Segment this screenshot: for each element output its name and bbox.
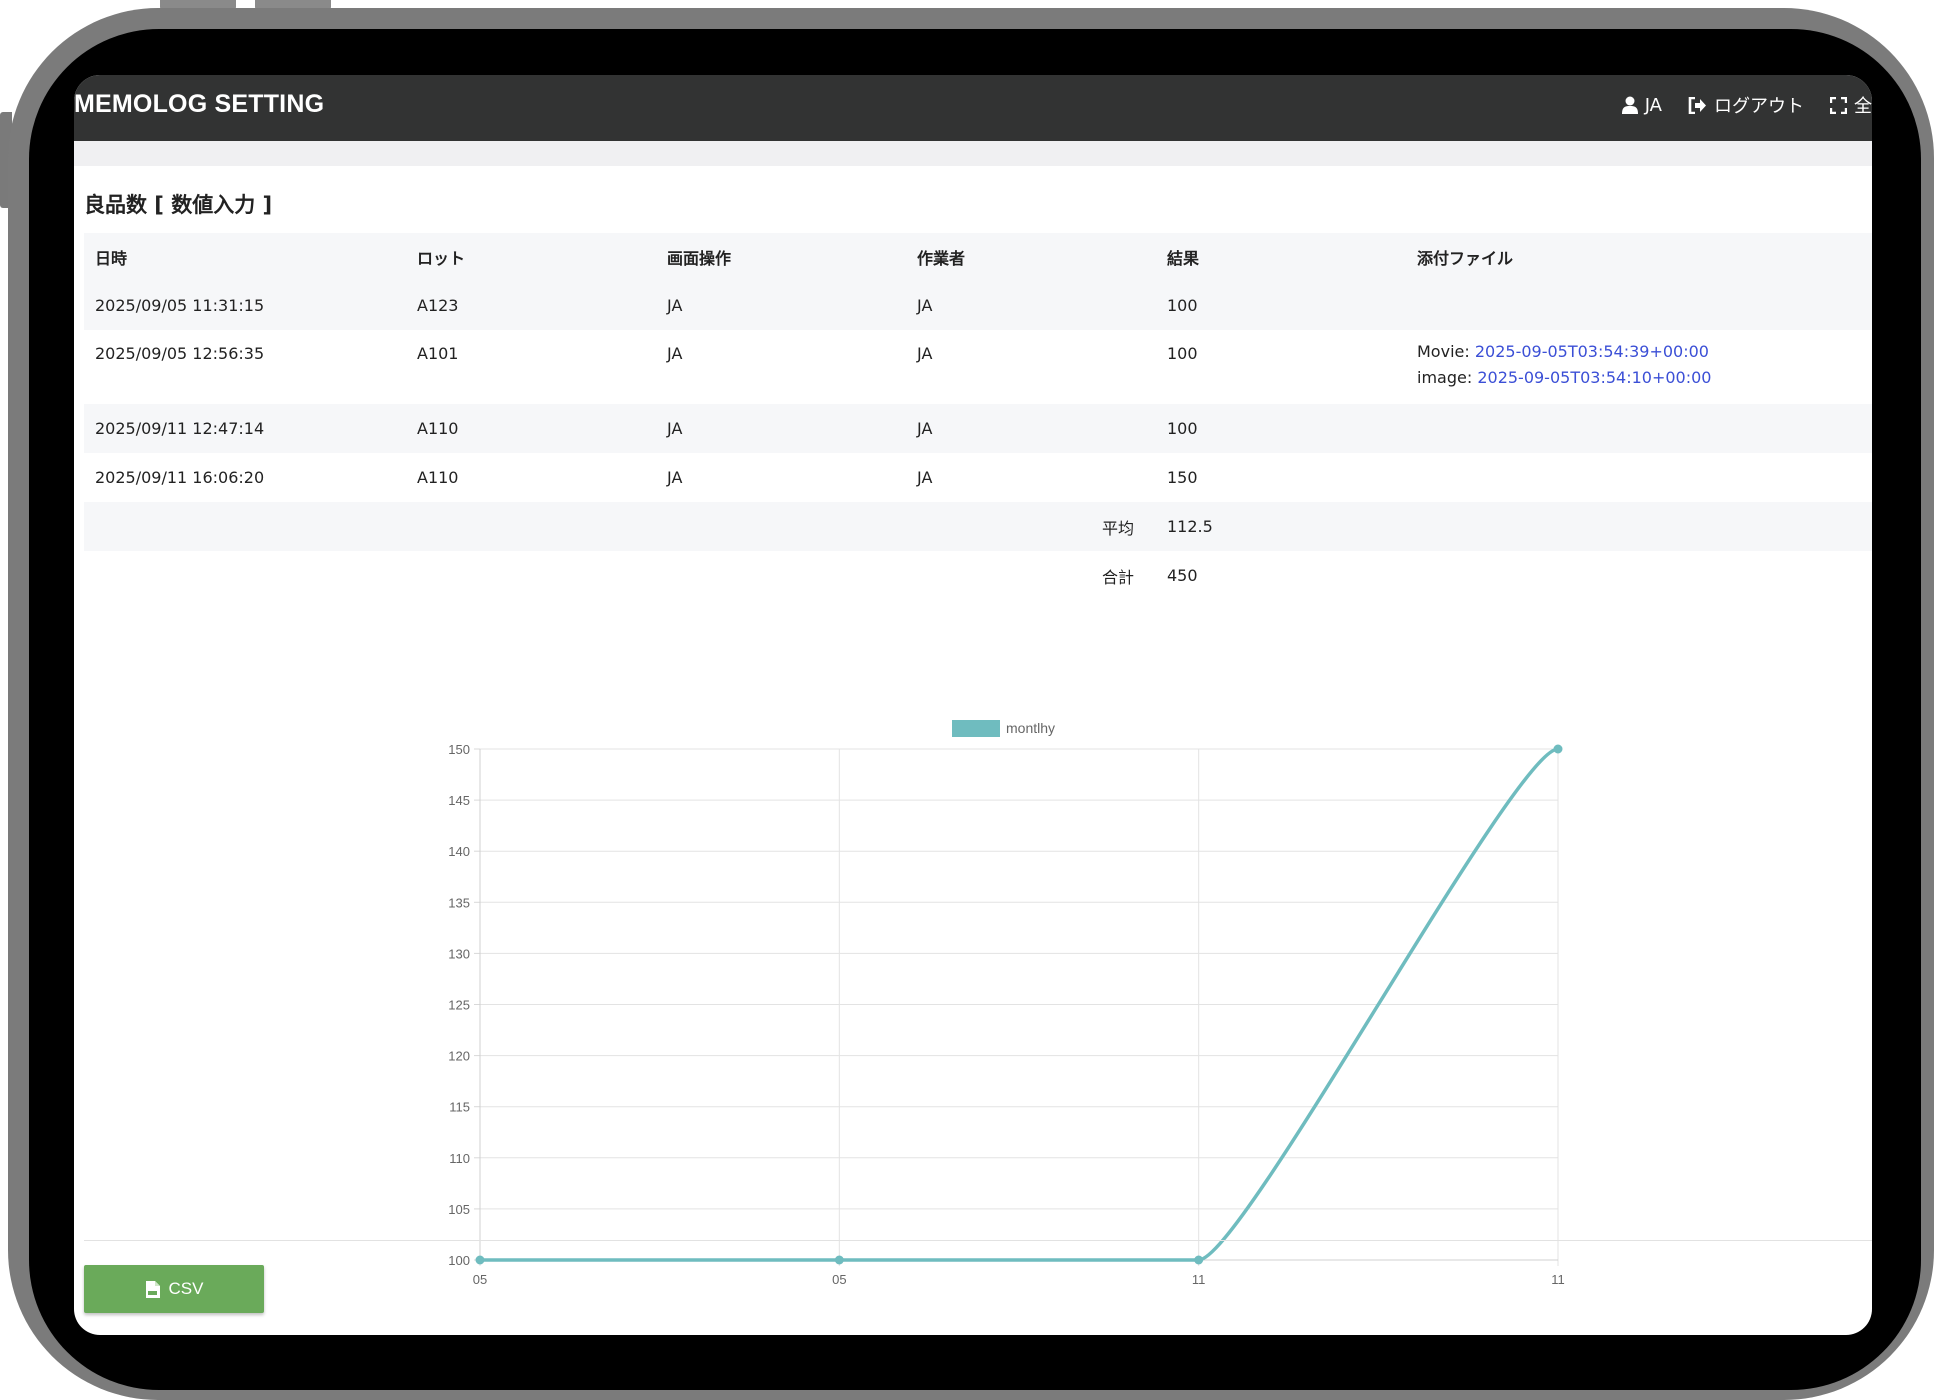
y-tick-label: 130 [448,946,470,961]
attachment-image: image: 2025-09-05T03:54:10+00:00 [1417,365,1872,391]
y-tick-label: 150 [448,742,470,757]
cell-datetime: 2025/09/11 12:47:14 [84,404,406,453]
cell-worker: JA [906,404,1156,453]
legend-swatch [952,720,1000,737]
sign-out-icon [1688,96,1706,114]
cell-attachments [1406,404,1872,453]
col-lot[interactable]: ロット [406,233,656,281]
x-tick-label: 11 [1551,1272,1565,1287]
y-tick-label: 120 [448,1049,470,1064]
cell-lot: A123 [406,281,656,330]
chart-container: 100 105 110 115 120 125 130 135 140 145 150 05 05 11 1… [74,635,1872,1305]
csv-export-button[interactable]: CSV [84,1265,264,1313]
cell-lot: A110 [406,404,656,453]
col-worker[interactable]: 作業者 [906,233,1156,281]
cell-lot: A110 [417,468,459,487]
series-line-montlhy [480,747,1559,1262]
y-tick-label: 140 [448,844,470,859]
y-tick-label: 100 [448,1253,470,1268]
page-title: 良品数 [ 数値入力 ] [84,193,273,217]
file-csv-icon [145,1280,160,1298]
y-tick-label: 110 [449,1151,470,1166]
table-row: 2025/09/11 12:47:14 A110 JA JA 100 [84,404,1872,453]
attachment-prefix: image: [1417,368,1473,387]
expand-icon [1830,96,1847,114]
col-datetime[interactable]: 日時 [84,233,406,281]
data-point [475,1255,485,1265]
summary-label: 平均 [84,502,1156,551]
table-row: 2025/09/05 11:31:15 A123 JA JA 100 [84,281,1872,330]
cell-worker: JA [917,344,933,363]
top-navbar: MEMOLOG SETTING JA ログアウト 全 [74,75,1872,141]
cell-datetime: 2025/09/11 16:06:20 [95,468,265,487]
cell-operation: JA [656,281,906,330]
col-attachments[interactable]: 添付ファイル [1406,233,1872,281]
table-row: 2025/09/05 12:56:35 A101 JA JA 100 Movie… [84,330,1872,404]
y-tick-label: 135 [448,895,470,910]
data-point [1553,744,1563,754]
cell-datetime: 2025/09/05 12:56:35 [95,344,265,363]
cell-datetime: 2025/09/05 11:31:15 [84,281,406,330]
attachment-prefix: Movie: [1417,342,1470,361]
fullscreen-label: 全 [1854,96,1872,117]
results-table: 日時 ロット 画面操作 作業者 結果 添付ファイル 2025/09/05 11:… [84,233,1872,600]
csv-label: CSV [168,1279,204,1298]
data-point [834,1255,844,1265]
cell-result: 100 [1156,404,1406,453]
x-tick-label: 05 [832,1272,846,1287]
summary-empty [1406,551,1872,600]
cell-operation: JA [656,404,906,453]
user-menu[interactable]: JA [1621,94,1662,116]
device-button [160,0,236,10]
data-point [1194,1255,1204,1265]
col-result[interactable]: 結果 [1156,233,1406,281]
divider [84,1240,1872,1241]
brand-title[interactable]: MEMOLOG SETTING [74,90,325,118]
cell-result: 150 [1167,468,1198,487]
logout-label: ログアウト [1714,96,1804,117]
cell-lot: A101 [417,344,459,363]
user-name: JA [1644,94,1662,116]
cell-worker: JA [917,468,933,487]
y-tick-label: 105 [448,1202,470,1217]
y-tick-label: 125 [448,998,470,1013]
cell-result: 100 [1156,281,1406,330]
cell-attachments: Movie: 2025-09-05T03:54:39+00:00 image: … [1406,330,1872,404]
legend-label: montlhy [1006,720,1055,736]
user-icon [1621,96,1638,114]
table-row: 2025/09/11 16:06:20 A110 JA JA 150 [84,453,1872,502]
app-screen: MEMOLOG SETTING JA ログアウト 全 [74,75,1872,1335]
cell-operation: JA [667,468,683,487]
subheader-strip [74,141,1872,166]
logout-link[interactable]: ログアウト [1688,92,1804,118]
x-tick-label: 05 [473,1272,487,1287]
cell-attachments [1406,453,1872,502]
summary-empty [1406,502,1872,551]
summary-value: 112.5 [1156,502,1406,551]
cell-operation: JA [667,344,683,363]
summary-label: 合計 [1101,567,1134,587]
line-chart: 100 105 110 115 120 125 130 135 140 145 150 05 05 11 1… [448,720,1565,1287]
fullscreen-toggle[interactable]: 全 [1830,92,1872,118]
col-operation[interactable]: 画面操作 [656,233,906,281]
movie-link[interactable]: 2025-09-05T03:54:39+00:00 [1474,342,1709,361]
x-tick-label: 11 [1192,1272,1206,1287]
cell-result: 100 [1167,344,1198,363]
cell-attachments [1406,281,1872,330]
summary-value: 450 [1167,566,1198,585]
attachment-movie: Movie: 2025-09-05T03:54:39+00:00 [1417,339,1872,365]
top-nav-right: JA ログアウト 全 [1596,92,1872,118]
summary-row-average: 平均 112.5 [84,502,1872,551]
table-header-row: 日時 ロット 画面操作 作業者 結果 添付ファイル [84,233,1872,281]
y-tick-label: 145 [448,793,470,808]
y-tick-label: 115 [449,1100,470,1115]
image-link[interactable]: 2025-09-05T03:54:10+00:00 [1477,368,1712,387]
cell-worker: JA [906,281,1156,330]
device-button [255,0,331,10]
summary-row-total: 合計 450 [84,551,1872,600]
